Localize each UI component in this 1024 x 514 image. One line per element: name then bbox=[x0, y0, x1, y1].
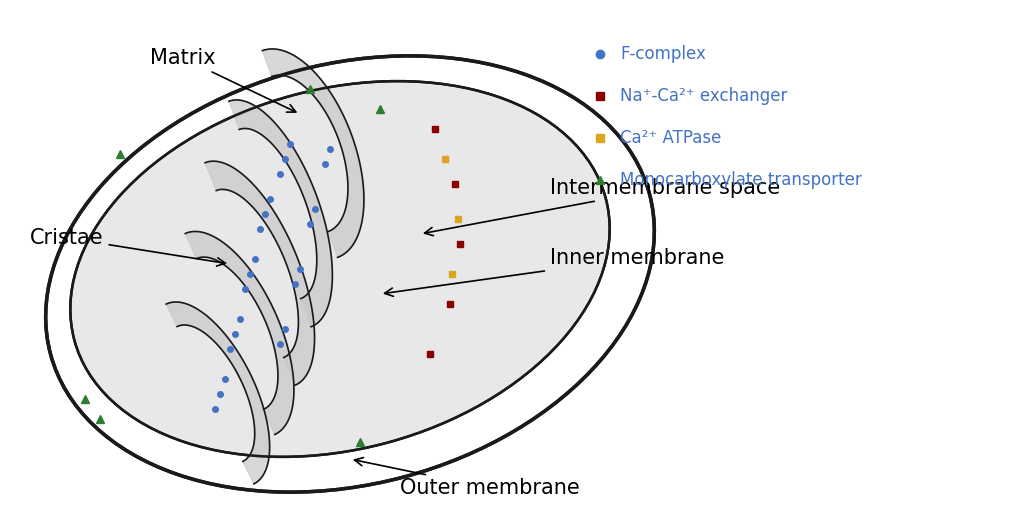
Text: Ca²⁺ ATPase: Ca²⁺ ATPase bbox=[620, 129, 721, 147]
Text: Monocarboxylate transporter: Monocarboxylate transporter bbox=[620, 171, 862, 189]
Text: F-complex: F-complex bbox=[620, 45, 706, 63]
Polygon shape bbox=[229, 100, 333, 327]
Text: Intermembrane space: Intermembrane space bbox=[425, 178, 780, 236]
Polygon shape bbox=[185, 231, 294, 434]
Polygon shape bbox=[262, 49, 364, 258]
Polygon shape bbox=[205, 161, 314, 386]
Text: Outer membrane: Outer membrane bbox=[354, 457, 580, 498]
Ellipse shape bbox=[71, 81, 609, 457]
Text: Cristae: Cristae bbox=[30, 228, 225, 266]
Text: Na⁺-Ca²⁺ exchanger: Na⁺-Ca²⁺ exchanger bbox=[620, 87, 787, 105]
Polygon shape bbox=[166, 302, 269, 484]
Text: Inner membrane: Inner membrane bbox=[385, 248, 724, 297]
Ellipse shape bbox=[46, 56, 654, 492]
Text: Matrix: Matrix bbox=[150, 48, 296, 112]
